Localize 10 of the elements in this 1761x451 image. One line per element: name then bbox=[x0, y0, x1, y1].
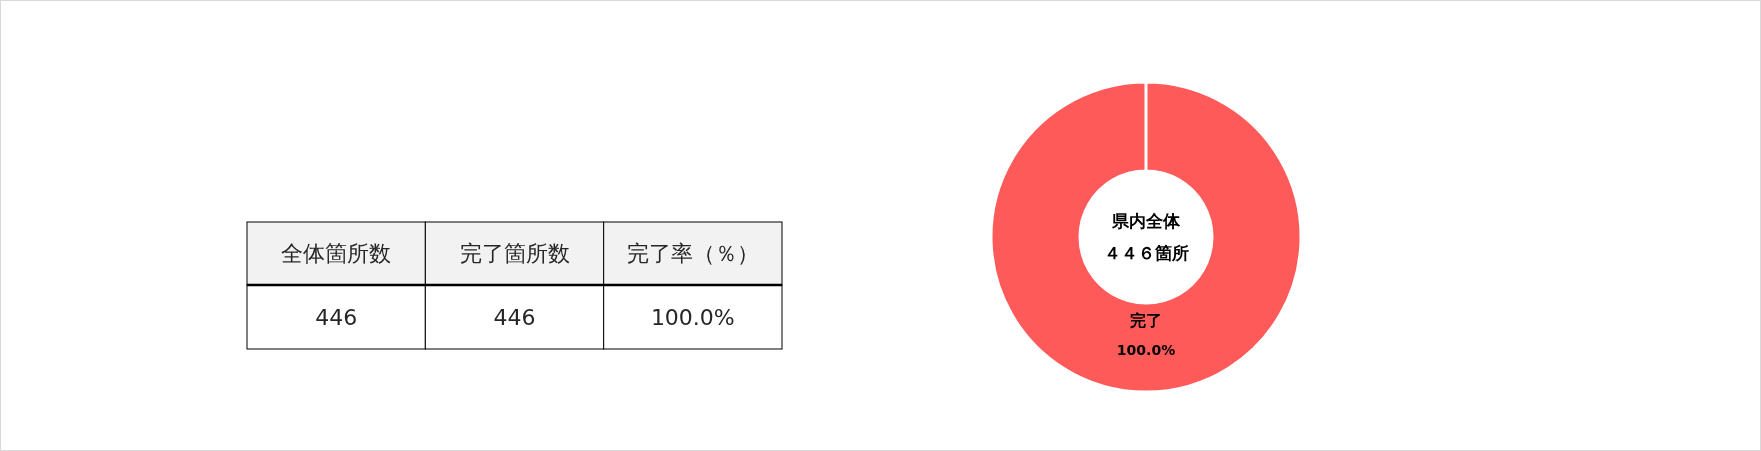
text: 県内全体 bbox=[1111, 211, 1181, 231]
category-label: 完了箇所数 bbox=[459, 241, 570, 266]
category-label: 完了率（％） bbox=[626, 241, 759, 266]
data-label: 100.0% bbox=[1116, 342, 1176, 359]
text: ４４６箇所 bbox=[1103, 243, 1189, 263]
text: 446 bbox=[493, 304, 536, 330]
text: 446 bbox=[315, 304, 358, 330]
text: 100.0% bbox=[650, 304, 735, 330]
slice-label: 完了 bbox=[1130, 310, 1162, 330]
category-label: 全体箇所数 bbox=[281, 241, 392, 266]
